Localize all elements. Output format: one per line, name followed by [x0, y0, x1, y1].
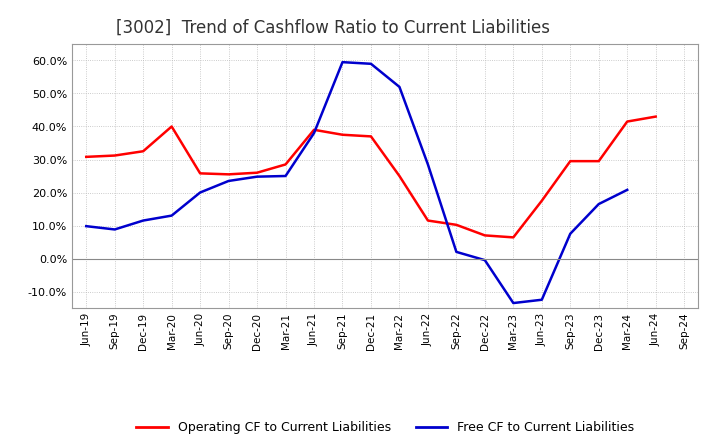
Operating CF to Current Liabilities	[282, 162, 290, 167]
Operating CF to Current Liabilities	[566, 158, 575, 164]
Free CF to Current Liabilities	[595, 202, 603, 207]
Free CF to Current Liabilities	[310, 130, 318, 136]
Operating CF to Current Liabilities	[423, 218, 432, 223]
Free CF to Current Liabilities	[110, 227, 119, 232]
Free CF to Current Liabilities	[566, 231, 575, 236]
Operating CF to Current Liabilities	[338, 132, 347, 137]
Operating CF to Current Liabilities	[452, 222, 461, 227]
Free CF to Current Liabilities	[282, 173, 290, 179]
Operating CF to Current Liabilities	[110, 153, 119, 158]
Operating CF to Current Liabilities	[652, 114, 660, 119]
Line: Operating CF to Current Liabilities: Operating CF to Current Liabilities	[86, 117, 656, 238]
Free CF to Current Liabilities	[196, 190, 204, 195]
Operating CF to Current Liabilities	[395, 173, 404, 179]
Free CF to Current Liabilities	[82, 224, 91, 229]
Free CF to Current Liabilities	[509, 301, 518, 306]
Free CF to Current Liabilities	[423, 162, 432, 167]
Operating CF to Current Liabilities	[366, 134, 375, 139]
Operating CF to Current Liabilities	[225, 172, 233, 177]
Operating CF to Current Liabilities	[480, 233, 489, 238]
Legend: Operating CF to Current Liabilities, Free CF to Current Liabilities: Operating CF to Current Liabilities, Fre…	[131, 416, 639, 439]
Free CF to Current Liabilities	[623, 187, 631, 193]
Operating CF to Current Liabilities	[595, 158, 603, 164]
Operating CF to Current Liabilities	[310, 127, 318, 132]
Operating CF to Current Liabilities	[82, 154, 91, 160]
Free CF to Current Liabilities	[366, 61, 375, 66]
Free CF to Current Liabilities	[338, 59, 347, 65]
Operating CF to Current Liabilities	[253, 170, 261, 175]
Operating CF to Current Liabilities	[167, 124, 176, 129]
Free CF to Current Liabilities	[167, 213, 176, 218]
Free CF to Current Liabilities	[253, 174, 261, 180]
Operating CF to Current Liabilities	[623, 119, 631, 124]
Line: Free CF to Current Liabilities: Free CF to Current Liabilities	[86, 62, 627, 303]
Free CF to Current Liabilities	[452, 249, 461, 254]
Operating CF to Current Liabilities	[196, 171, 204, 176]
Operating CF to Current Liabilities	[509, 235, 518, 240]
Free CF to Current Liabilities	[537, 297, 546, 302]
Operating CF to Current Liabilities	[139, 149, 148, 154]
Text: [3002]  Trend of Cashflow Ratio to Current Liabilities: [3002] Trend of Cashflow Ratio to Curren…	[116, 19, 550, 37]
Free CF to Current Liabilities	[225, 178, 233, 183]
Free CF to Current Liabilities	[139, 218, 148, 223]
Operating CF to Current Liabilities	[537, 198, 546, 203]
Free CF to Current Liabilities	[480, 257, 489, 263]
Free CF to Current Liabilities	[395, 84, 404, 90]
